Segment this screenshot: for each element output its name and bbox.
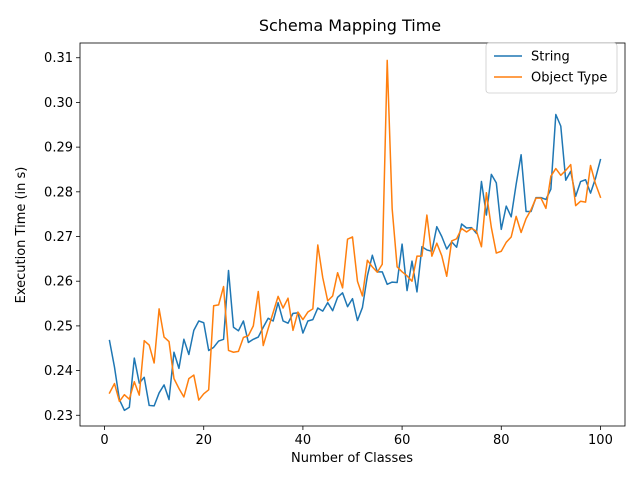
x-tick-label: 60 <box>394 433 411 448</box>
x-tick-label: 100 <box>588 433 613 448</box>
legend: String Object Type <box>485 42 618 94</box>
y-tick-label: 0.24 <box>44 364 73 379</box>
x-tick-label: 0 <box>100 433 108 448</box>
plot-area <box>79 42 626 427</box>
y-tick-label: 0.28 <box>44 185 73 200</box>
plot-frame <box>79 42 626 427</box>
x-axis-label: Number of Classes <box>291 451 413 466</box>
y-tick-label: 0.23 <box>44 409 73 424</box>
chart-title: Schema Mapping Time <box>259 16 441 35</box>
x-tick-label: 20 <box>195 433 212 448</box>
series-line-object-type <box>108 59 602 403</box>
series-layer <box>108 59 602 412</box>
series-line-string <box>108 113 602 412</box>
legend-label-object-type: Object Type <box>531 71 607 86</box>
y-axis-ticks: 0.23 0.24 0.25 0.26 0.27 0.28 0.29 0.30 0.31 <box>44 51 80 424</box>
y-axis-label: Execution Time (in s) <box>14 167 29 304</box>
x-tick-label: 40 <box>295 433 312 448</box>
x-tick-label: 80 <box>493 433 510 448</box>
y-tick-label: 0.31 <box>44 51 73 66</box>
x-axis-ticks: 0 20 40 60 80 100 <box>100 426 613 448</box>
y-tick-label: 0.30 <box>44 96 73 111</box>
legend-label-string: String <box>531 50 570 65</box>
y-tick-label: 0.26 <box>44 275 73 290</box>
y-tick-label: 0.27 <box>44 230 73 245</box>
y-tick-label: 0.25 <box>44 319 73 334</box>
y-tick-label: 0.29 <box>44 141 73 156</box>
